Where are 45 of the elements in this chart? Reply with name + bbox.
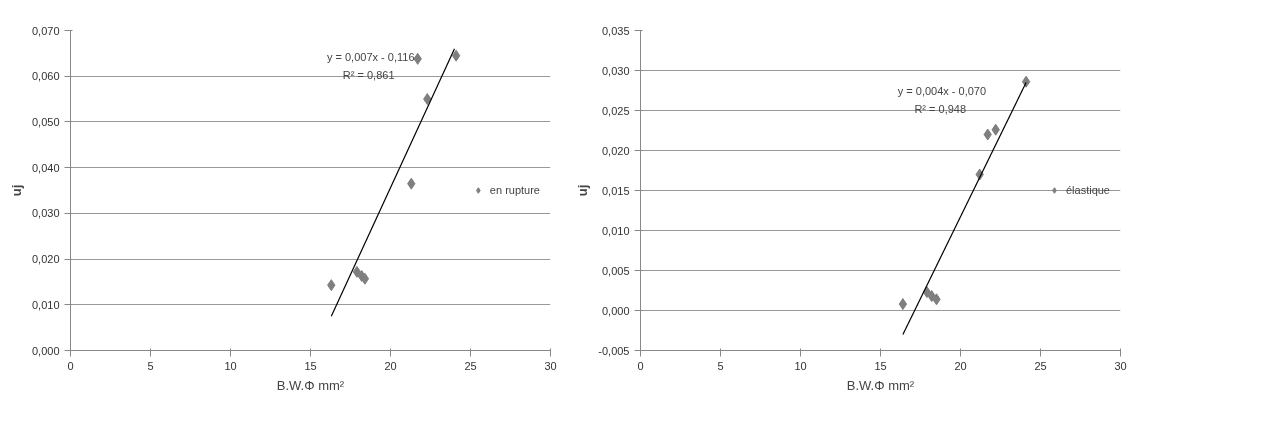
y-tick-label: 0,000 xyxy=(601,304,630,317)
y-tick-label: 0,070 xyxy=(31,24,60,37)
x-tick-label: 15 xyxy=(304,359,317,372)
y-tick-label: 0,050 xyxy=(31,115,60,128)
annotation: y = 0,007x - 0,116 xyxy=(326,50,415,63)
y-tick-label: 0,040 xyxy=(31,161,60,174)
annotation: R² = 0,861 xyxy=(342,68,395,81)
y-tick-label: -0,005 xyxy=(598,344,630,357)
y-tick-label: 0,015 xyxy=(601,184,630,197)
y-tick-label: 0,030 xyxy=(601,64,630,77)
x-tick-label: 15 xyxy=(874,359,887,372)
y-tick-label: 0,010 xyxy=(31,298,60,311)
point xyxy=(352,265,362,278)
y-tick-label: 0,020 xyxy=(31,253,60,266)
y-tick-label: 0,020 xyxy=(601,144,630,157)
x-tick-label: 25 xyxy=(1034,359,1047,372)
x-tick-label: 5 xyxy=(147,359,154,372)
annotation: R² = 0,948 xyxy=(914,102,967,115)
x-tick-label: 0 xyxy=(67,359,74,372)
y-tick-label: 0,060 xyxy=(31,70,60,83)
x-tick-label: 10 xyxy=(224,359,237,372)
point xyxy=(898,298,908,311)
y-tick-label: 0,000 xyxy=(31,344,60,357)
y-tick-label: 0,025 xyxy=(601,104,630,117)
y-tick-label: 0,005 xyxy=(601,264,630,277)
y-tick-label: 0,030 xyxy=(31,207,60,220)
legend-label: élastique xyxy=(1065,184,1110,196)
x-axis-title: B.W.Φ mm² xyxy=(846,377,915,393)
x-tick-label: 10 xyxy=(794,359,807,372)
x-tick-label: 30 xyxy=(1114,359,1127,372)
x-tick-label: 20 xyxy=(954,359,967,372)
y-axis-title: uj xyxy=(8,184,24,197)
x-tick-label: 5 xyxy=(717,359,724,372)
x-tick-label: 30 xyxy=(544,359,557,372)
y-tick-label: 0,035 xyxy=(601,24,630,37)
y-axis-title: uj xyxy=(575,184,591,197)
x-tick-label: 25 xyxy=(464,359,477,372)
y-tick-label: 0,010 xyxy=(601,224,630,237)
x-tick-label: 20 xyxy=(384,359,397,372)
x-tick-label: 0 xyxy=(637,359,644,372)
annotation: y = 0,004x - 0,070 xyxy=(897,84,987,97)
x-axis-title: B.W.Φ mm² xyxy=(276,377,345,393)
point xyxy=(1021,75,1031,88)
point xyxy=(451,49,461,62)
legend-label: en rupture xyxy=(489,184,540,196)
